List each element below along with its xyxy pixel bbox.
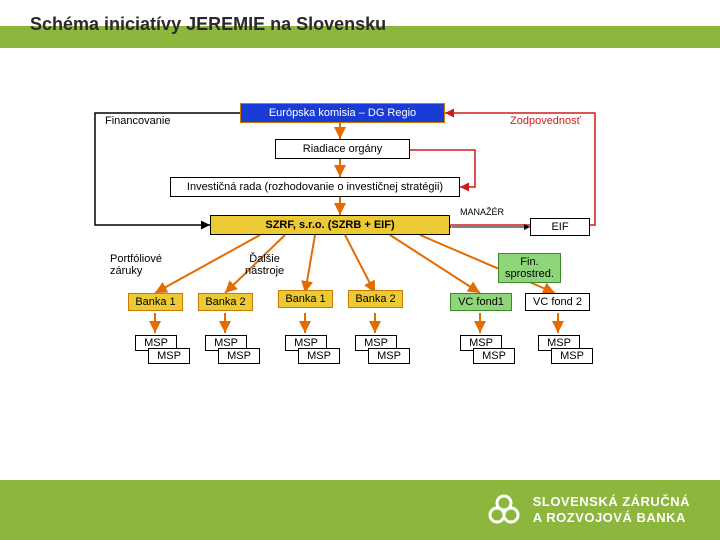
org-diagram: Financovanie Zodpovednosť Portfóliové zá… — [0, 95, 720, 445]
label-manazer: MANAŽÉR — [460, 207, 504, 217]
box-ec-text: Európska komisia – DG Regio — [269, 107, 416, 119]
label-portfolio: Portfóliové záruky — [110, 253, 162, 277]
box-banka1-a: Banka 1 — [128, 293, 183, 311]
box-banka1-b: Banka 1 — [278, 290, 333, 308]
box-b1a-text: Banka 1 — [135, 296, 175, 308]
footer-line2: A ROZVOJOVÁ BANKA — [533, 510, 690, 526]
box-szrf-text: SZRF, s.r.o. (SZRB + EIF) — [265, 219, 394, 231]
box-banka2-b: Banka 2 — [348, 290, 403, 308]
slide-header: Schéma iniciatívy JEREMIE na Slovensku — [0, 0, 720, 48]
label-dalsie: Ďalšie nástroje — [245, 253, 284, 277]
box-msp: MSP — [551, 348, 593, 364]
footer-line1: SLOVENSKÁ ZÁRUČNÁ — [533, 494, 690, 510]
label-zodpovednost: Zodpovednosť — [510, 115, 581, 127]
label-financovanie: Financovanie — [105, 115, 170, 127]
footer-logo: SLOVENSKÁ ZÁRUČNÁ A ROZVOJOVÁ BANKA — [485, 491, 690, 529]
box-riad-text: Riadiace orgány — [303, 143, 383, 155]
box-b2a-text: Banka 2 — [205, 296, 245, 308]
box-banka2-a: Banka 2 — [198, 293, 253, 311]
box-ec: Európska komisia – DG Regio — [240, 103, 445, 123]
box-b2b-text: Banka 2 — [355, 293, 395, 305]
slide-footer: SLOVENSKÁ ZÁRUČNÁ A ROZVOJOVÁ BANKA — [0, 480, 720, 540]
box-msp: MSP — [368, 348, 410, 364]
bank-logo-icon — [485, 491, 523, 529]
box-vc1-text: VC fond1 — [458, 296, 504, 308]
box-vc1: VC fond1 — [450, 293, 512, 311]
slide-title: Schéma iniciatívy JEREMIE na Slovensku — [30, 14, 386, 35]
box-szrf: SZRF, s.r.o. (SZRB + EIF) — [210, 215, 450, 235]
box-msp: MSP — [473, 348, 515, 364]
box-vc2-text: VC fond 2 — [533, 296, 582, 308]
box-riadiace: Riadiace orgány — [275, 139, 410, 159]
box-msp: MSP — [298, 348, 340, 364]
box-rada: Investičná rada (rozhodovanie o investič… — [170, 177, 460, 197]
label-finsp: Fin. sprostred. — [498, 253, 561, 283]
box-vc2: VC fond 2 — [525, 293, 590, 311]
footer-logo-text: SLOVENSKÁ ZÁRUČNÁ A ROZVOJOVÁ BANKA — [533, 494, 690, 525]
box-eif: EIF — [530, 218, 590, 236]
box-msp: MSP — [218, 348, 260, 364]
box-msp: MSP — [148, 348, 190, 364]
box-eif-text: EIF — [551, 221, 568, 233]
box-b1b-text: Banka 1 — [285, 293, 325, 305]
box-rada-text: Investičná rada (rozhodovanie o investič… — [187, 181, 443, 193]
